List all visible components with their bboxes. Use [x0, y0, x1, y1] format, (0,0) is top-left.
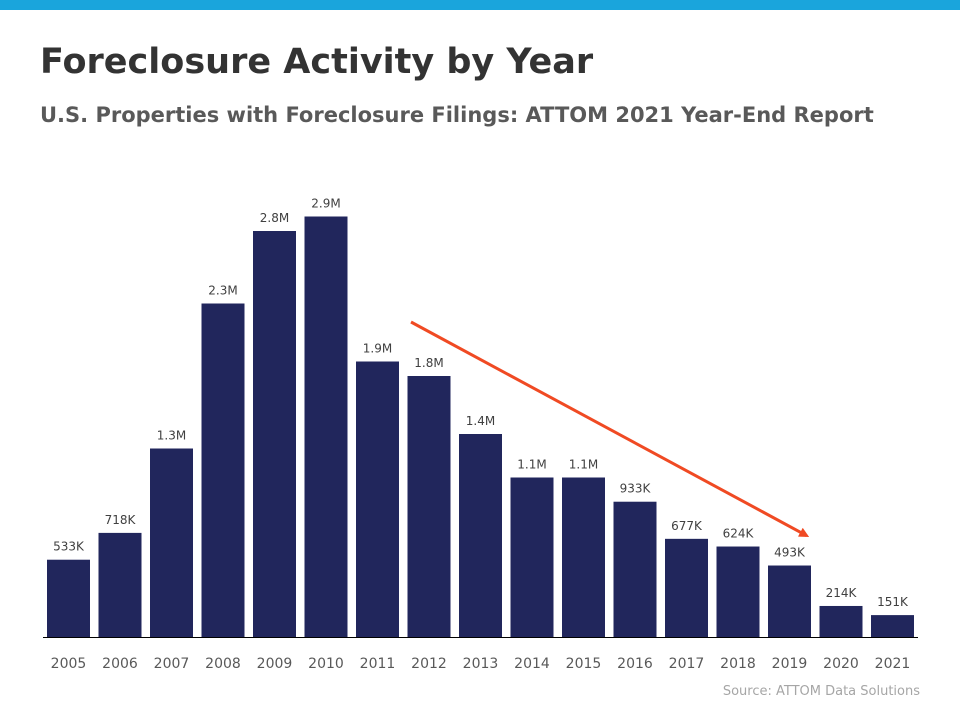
- bar-2005: [47, 559, 90, 637]
- data-label-2019: 493K: [774, 546, 806, 560]
- x-tick-2020: 2020: [823, 656, 859, 672]
- bar-2012: [407, 376, 451, 637]
- x-tick-2012: 2012: [411, 656, 447, 672]
- data-label-2008: 2.3M: [208, 284, 237, 298]
- data-label-2010: 2.9M: [311, 197, 340, 211]
- bar-2016: [613, 501, 657, 637]
- data-label-2020: 214K: [826, 586, 858, 600]
- data-labels-group: 533K 718K 1.3M 2.3M 2.8M 2.9M 1.9M 1.8M 1.4M 1.1M…: [53, 197, 909, 610]
- x-tick-2005: 2005: [51, 656, 87, 672]
- x-tick-2008: 2008: [205, 656, 241, 672]
- data-label-2009: 2.8M: [260, 211, 289, 225]
- bars-group: [47, 216, 914, 637]
- data-label-2012: 1.8M: [414, 356, 443, 370]
- top-accent-band: [0, 0, 960, 10]
- x-tick-2013: 2013: [463, 656, 499, 672]
- bar-2011: [356, 361, 399, 637]
- bar-2008: [201, 303, 245, 637]
- chart-title: Foreclosure Activity by Year: [40, 42, 594, 82]
- data-label-2017: 677K: [671, 519, 703, 533]
- data-label-2014: 1.1M: [517, 458, 546, 472]
- data-label-2021: 151K: [877, 595, 909, 609]
- bar-2009: [253, 231, 296, 637]
- bar-2007: [150, 448, 193, 637]
- data-label-2018: 624K: [723, 527, 755, 541]
- bar-2021: [871, 615, 914, 637]
- chart-subtitle: U.S. Properties with Foreclosure Filings…: [40, 103, 874, 127]
- data-label-2007: 1.3M: [157, 429, 186, 443]
- x-tick-2018: 2018: [720, 656, 756, 672]
- data-label-2006: 718K: [105, 513, 137, 527]
- x-tick-labels-group: 2005 2006 2007 2008 2009 2010 2011 2012 2013 2014…: [51, 656, 911, 672]
- data-label-2015: 1.1M: [569, 458, 598, 472]
- data-label-2013: 1.4M: [466, 414, 495, 428]
- trend-arrow: [410, 320, 810, 537]
- bar-2018: [716, 546, 760, 637]
- data-label-2005: 533K: [53, 540, 85, 554]
- x-tick-2009: 2009: [257, 656, 293, 672]
- data-label-2011: 1.9M: [363, 342, 392, 356]
- bar-2010: [304, 216, 348, 637]
- bar-2014: [510, 477, 554, 637]
- x-tick-2016: 2016: [617, 656, 653, 672]
- bar-2019: [768, 565, 811, 637]
- bar-2015: [562, 477, 605, 637]
- x-tick-2017: 2017: [669, 656, 705, 672]
- source-note: Source: ATTOM Data Solutions: [722, 684, 920, 699]
- bar-2020: [819, 605, 863, 637]
- x-tick-2007: 2007: [154, 656, 190, 672]
- bar-2013: [459, 434, 502, 637]
- x-tick-2011: 2011: [360, 656, 396, 672]
- x-tick-2006: 2006: [102, 656, 138, 672]
- x-tick-2019: 2019: [772, 656, 808, 672]
- x-tick-2021: 2021: [875, 656, 911, 672]
- bar-2006: [98, 532, 142, 637]
- x-tick-2015: 2015: [566, 656, 602, 672]
- data-label-2016: 933K: [620, 482, 652, 496]
- bar-2017: [665, 538, 708, 637]
- x-tick-2010: 2010: [308, 656, 344, 672]
- x-tick-2014: 2014: [514, 656, 550, 672]
